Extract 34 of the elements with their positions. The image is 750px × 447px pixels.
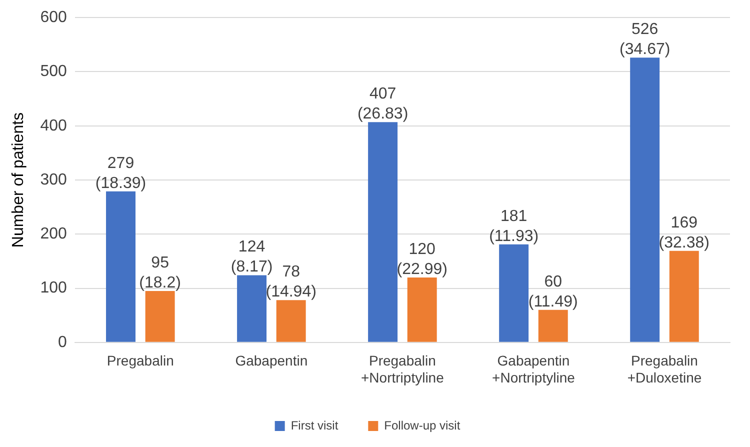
bar [237, 275, 267, 342]
x-tick-label: Gabapentin +Nortriptyline [492, 352, 576, 386]
data-label: 407 (26.83) [357, 85, 408, 122]
data-label: 120 (22.99) [396, 240, 448, 278]
data-label: 526 (34.67) [619, 21, 670, 58]
bar [499, 244, 529, 342]
y-tick-label: 500 [40, 63, 67, 80]
data-label: 124 (8.17) [230, 238, 273, 276]
bar [106, 191, 136, 342]
bar [669, 250, 699, 342]
data-label: 169 (32.38) [658, 214, 710, 252]
bar [538, 310, 568, 342]
bar [145, 290, 175, 342]
y-tick-label: 400 [40, 117, 67, 134]
data-label: 181 (11.93) [489, 208, 539, 245]
data-label: 279 (18.39) [95, 154, 146, 192]
legend-label: Follow-up visit [384, 418, 461, 432]
bar [276, 300, 306, 342]
data-label: 60 (11.49) [528, 273, 578, 310]
bar [630, 58, 660, 342]
y-tick-label: 0 [58, 334, 67, 351]
bar [368, 122, 398, 342]
legend-label: First visit [290, 418, 339, 432]
x-tick-label: Pregabalin [106, 352, 174, 369]
data-label: 95 (18.2) [139, 254, 181, 292]
x-tick-label: Gabapentin [235, 352, 308, 369]
y-tick-label: 200 [40, 226, 67, 243]
y-axis-title: Number of patients [10, 112, 28, 248]
y-tick-label: 600 [40, 9, 67, 26]
bar [407, 277, 437, 342]
x-tick-label: Pregabalin +Nortriptyline [361, 352, 444, 386]
y-tick-label: 100 [40, 280, 67, 297]
y-tick-label: 300 [40, 171, 67, 188]
x-tick-label: Pregabalin +Duloxetine [627, 352, 702, 386]
